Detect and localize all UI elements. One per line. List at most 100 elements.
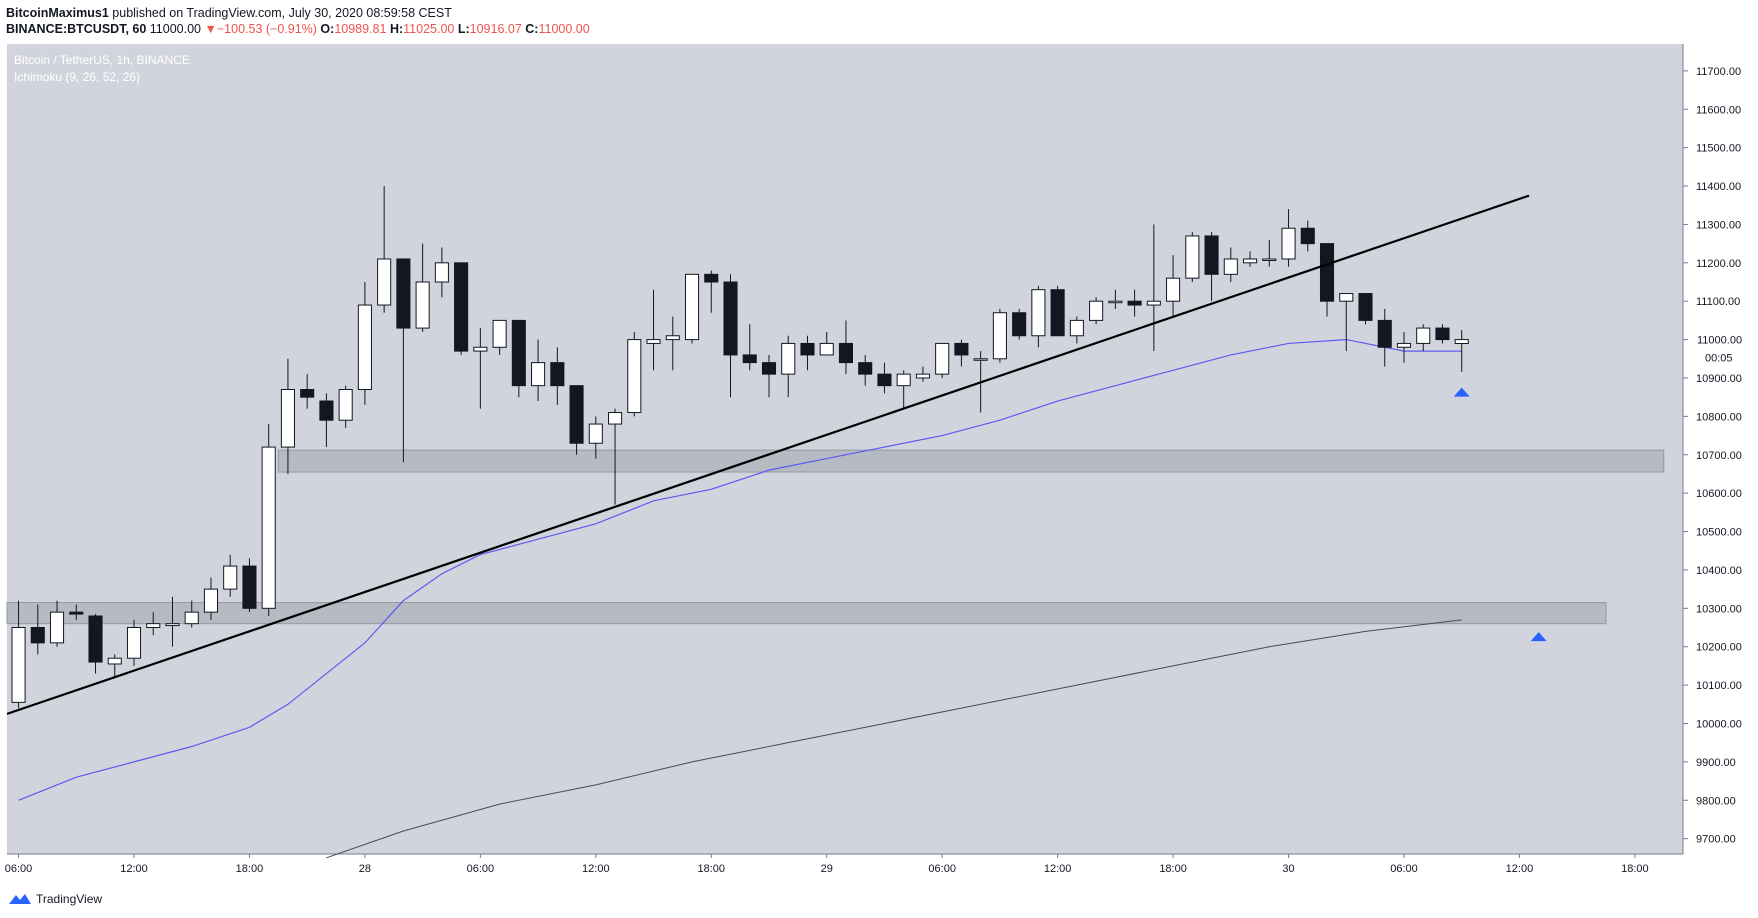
bull-candle-body bbox=[915, 373, 930, 379]
open-value: 10989.81 bbox=[334, 22, 387, 36]
x-tick-label: 18:00 bbox=[1621, 863, 1649, 875]
low-value: 10916.07 bbox=[469, 22, 522, 36]
bull-candle-body bbox=[1089, 300, 1104, 321]
bear-candle-body bbox=[800, 342, 815, 356]
candle bbox=[242, 558, 257, 613]
candle bbox=[781, 335, 796, 398]
close-value: 11000.00 bbox=[538, 22, 590, 36]
bull-candle-body bbox=[1069, 319, 1084, 337]
bull-candle-body bbox=[1185, 235, 1200, 279]
candle bbox=[1223, 247, 1238, 283]
bull-candle-body bbox=[896, 373, 911, 387]
down-arrow-icon: ▼ bbox=[204, 22, 217, 36]
candle bbox=[11, 600, 26, 709]
bull-candle-body bbox=[1416, 327, 1431, 344]
bear-candle-body bbox=[858, 362, 873, 375]
bear-candle-body bbox=[1012, 312, 1027, 337]
x-tick-label: 06:00 bbox=[5, 863, 33, 875]
bull-candle-body bbox=[1281, 227, 1296, 260]
x-tick-label: 06:00 bbox=[928, 863, 956, 875]
x-tick-label: 28 bbox=[359, 863, 371, 875]
bear-candle-body bbox=[1300, 227, 1315, 245]
candle bbox=[280, 358, 295, 474]
bear-candle-body bbox=[319, 400, 334, 421]
legend-title: Bitcoin / TetherUS, 1h, BINANCE bbox=[14, 53, 190, 67]
bear-candle-body bbox=[838, 342, 854, 364]
bear-candle-body bbox=[454, 262, 469, 352]
candle bbox=[126, 619, 142, 666]
bull-candle-body bbox=[608, 412, 623, 425]
candle bbox=[915, 366, 930, 382]
candle bbox=[838, 320, 854, 375]
bull-candle-body bbox=[357, 304, 372, 390]
bear-candle-body bbox=[742, 354, 757, 364]
bear-candle-body bbox=[1319, 243, 1335, 302]
bear-candle-body bbox=[396, 258, 411, 329]
candle bbox=[1377, 308, 1392, 367]
bull-candle-body bbox=[11, 627, 26, 703]
candle bbox=[1454, 329, 1469, 372]
candle bbox=[357, 282, 372, 405]
candle bbox=[30, 604, 45, 655]
author-name[interactable]: BitcoinMaximus1 bbox=[6, 6, 109, 20]
x-tick-label: 12:00 bbox=[1044, 863, 1072, 875]
bear-candle-body bbox=[1127, 300, 1142, 306]
last-price-tag: 11000.00 bbox=[1697, 335, 1742, 347]
candle bbox=[396, 258, 411, 463]
last-price: 11000.00 bbox=[149, 22, 201, 36]
bull-candle-body bbox=[126, 627, 142, 659]
candle bbox=[1300, 220, 1315, 252]
candle bbox=[550, 347, 565, 405]
candle bbox=[146, 612, 161, 636]
bull-candle-body bbox=[165, 623, 180, 627]
price-tag: 11000.00 00:05 bbox=[1690, 330, 1756, 367]
close-label: C: bbox=[525, 22, 539, 36]
y-axis: 9700.00 9800.00 9900.00 10000.00 10100.00 102… bbox=[7, 44, 1742, 855]
candle bbox=[1358, 293, 1373, 325]
candle bbox=[896, 370, 911, 409]
bear-candle-body bbox=[569, 385, 584, 444]
fast-ma-line bbox=[18, 338, 1462, 801]
candle bbox=[646, 289, 661, 371]
candle bbox=[165, 596, 180, 647]
y-tick-label: 10900.00 bbox=[1696, 373, 1742, 385]
moving-averages bbox=[18, 338, 1462, 859]
bull-candle-body bbox=[1454, 339, 1469, 345]
bull-candle-body bbox=[261, 446, 276, 609]
candle bbox=[1146, 224, 1161, 352]
candle bbox=[223, 554, 238, 597]
bull-candle-body bbox=[49, 611, 65, 644]
open-label: O: bbox=[320, 22, 335, 36]
bull-candle-body bbox=[107, 657, 122, 665]
candle bbox=[1262, 239, 1277, 267]
trendline bbox=[6, 194, 1530, 715]
x-tick-label: 18:00 bbox=[1159, 863, 1187, 875]
x-tick-label: 18:00 bbox=[698, 863, 726, 875]
publish-line: BitcoinMaximus1 published on TradingView… bbox=[6, 6, 452, 20]
up-arrow-icon bbox=[1530, 632, 1547, 642]
bear-candle-body bbox=[88, 615, 103, 663]
bull-candle-body bbox=[819, 342, 834, 356]
y-tick-label: 9800.00 bbox=[1696, 795, 1736, 807]
bull-candle-body bbox=[646, 339, 661, 344]
y-tick-label: 11300.00 bbox=[1696, 219, 1741, 231]
candle bbox=[742, 324, 757, 371]
bear-candle-body bbox=[1050, 289, 1065, 337]
bear-candle-body bbox=[954, 342, 969, 356]
x-tick-label: 12:00 bbox=[120, 863, 148, 875]
bear-candle-body bbox=[30, 627, 45, 644]
bull-candle-body bbox=[935, 342, 950, 375]
bull-candle-body bbox=[684, 273, 700, 341]
footer-brand[interactable]: TradingView bbox=[8, 892, 102, 906]
candle bbox=[935, 342, 950, 378]
y-tick-label: 11400.00 bbox=[1696, 181, 1741, 193]
x-tick-label: 30 bbox=[1282, 863, 1294, 875]
candle bbox=[877, 362, 892, 394]
candle bbox=[473, 328, 488, 409]
x-tick-label: 12:00 bbox=[1506, 863, 1534, 875]
candle bbox=[434, 247, 449, 298]
support-zones bbox=[6, 449, 1665, 625]
y-tick-label: 10800.00 bbox=[1696, 411, 1742, 423]
candle bbox=[1204, 232, 1219, 302]
